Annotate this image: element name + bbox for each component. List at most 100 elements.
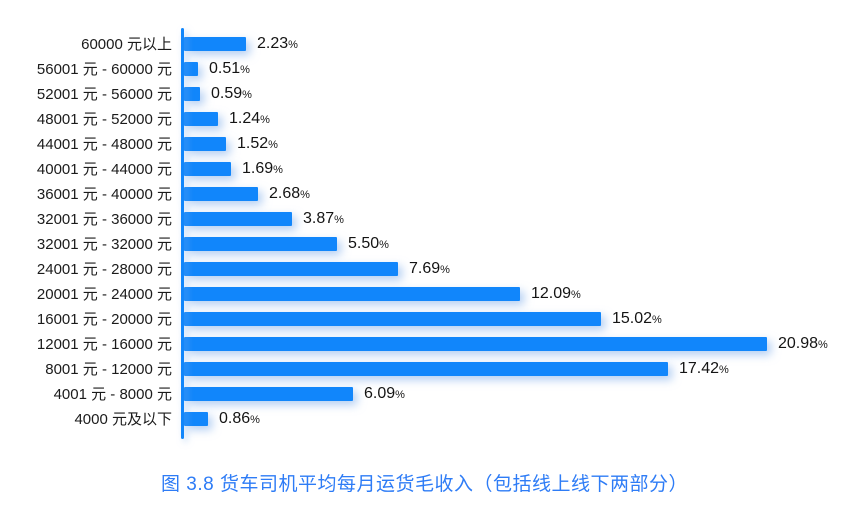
category-label: 16001 元 - 20000 元 bbox=[36, 311, 172, 328]
category-label: 4001 元 - 8000 元 bbox=[53, 386, 172, 403]
bar-row: 20001 元 - 24000 元 12.09% bbox=[0, 281, 849, 306]
value-number: 5.50 bbox=[348, 234, 380, 252]
percent-suffix: % bbox=[300, 188, 310, 201]
percent-suffix: % bbox=[240, 63, 250, 76]
bar bbox=[184, 211, 292, 226]
category-label: 12001 元 - 16000 元 bbox=[36, 336, 172, 353]
bar bbox=[184, 311, 601, 326]
bar-row: 4000 元及以下 0.86% bbox=[0, 406, 849, 431]
value-number: 6.09 bbox=[364, 384, 396, 402]
bar bbox=[184, 136, 226, 151]
bar bbox=[184, 286, 520, 301]
bar-chart: 60000 元以上 2.23% 56001 元 - 60000 元 0.51% 5200… bbox=[0, 28, 849, 439]
value-number: 2.23 bbox=[257, 34, 289, 52]
value-label: 0.51% bbox=[209, 60, 250, 78]
category-label: 48001 元 - 52000 元 bbox=[36, 111, 172, 128]
percent-suffix: % bbox=[440, 263, 450, 276]
value-number: 0.59 bbox=[211, 84, 243, 102]
bar bbox=[184, 111, 218, 126]
value-number: 15.02 bbox=[612, 309, 653, 327]
category-label: 32001 元 - 36000 元 bbox=[36, 211, 172, 228]
bar-row: 16001 元 - 20000 元 15.02% bbox=[0, 306, 849, 331]
percent-suffix: % bbox=[268, 138, 278, 151]
category-label: 24001 元 - 28000 元 bbox=[36, 261, 172, 278]
bar bbox=[184, 261, 398, 276]
bar-row: 44001 元 - 48000 元 1.52% bbox=[0, 131, 849, 156]
bar bbox=[184, 61, 198, 76]
value-number: 0.51 bbox=[209, 59, 241, 77]
percent-suffix: % bbox=[719, 363, 729, 376]
value-label: 2.68% bbox=[269, 185, 310, 203]
value-label: 15.02% bbox=[612, 310, 662, 328]
bar bbox=[184, 186, 258, 201]
bar-row: 48001 元 - 52000 元 1.24% bbox=[0, 106, 849, 131]
value-number: 1.24 bbox=[229, 109, 261, 127]
bar bbox=[184, 411, 208, 426]
value-label: 1.69% bbox=[242, 160, 283, 178]
percent-suffix: % bbox=[379, 238, 389, 251]
value-label: 1.24% bbox=[229, 110, 270, 128]
value-label: 17.42% bbox=[679, 360, 729, 378]
value-label: 0.59% bbox=[211, 85, 252, 103]
percent-suffix: % bbox=[571, 288, 581, 301]
percent-suffix: % bbox=[250, 413, 260, 426]
percent-suffix: % bbox=[334, 213, 344, 226]
value-label: 5.50% bbox=[348, 235, 389, 253]
value-number: 1.69 bbox=[242, 159, 274, 177]
bar-row: 24001 元 - 28000 元 7.69% bbox=[0, 256, 849, 281]
bar bbox=[184, 236, 337, 251]
bar-row: 36001 元 - 40000 元 2.68% bbox=[0, 181, 849, 206]
bar-row: 40001 元 - 44000 元 1.69% bbox=[0, 156, 849, 181]
value-number: 1.52 bbox=[237, 134, 269, 152]
bar-row: 32001 元 - 36000 元 3.87% bbox=[0, 206, 849, 231]
bar bbox=[184, 386, 353, 401]
value-number: 7.69 bbox=[409, 259, 441, 277]
value-label: 20.98% bbox=[778, 335, 828, 353]
bar-row: 52001 元 - 56000 元 0.59% bbox=[0, 81, 849, 106]
category-label: 36001 元 - 40000 元 bbox=[36, 186, 172, 203]
bar-row: 56001 元 - 60000 元 0.51% bbox=[0, 56, 849, 81]
category-label: 44001 元 - 48000 元 bbox=[36, 136, 172, 153]
value-label: 12.09% bbox=[531, 285, 581, 303]
value-number: 20.98 bbox=[778, 334, 819, 352]
bar bbox=[184, 86, 200, 101]
y-axis-line bbox=[181, 28, 184, 439]
value-number: 12.09 bbox=[531, 284, 572, 302]
percent-suffix: % bbox=[242, 88, 252, 101]
category-label: 40001 元 - 44000 元 bbox=[36, 161, 172, 178]
percent-suffix: % bbox=[288, 38, 298, 51]
percent-suffix: % bbox=[818, 338, 828, 351]
value-number: 2.68 bbox=[269, 184, 301, 202]
category-label: 8001 元 - 12000 元 bbox=[45, 361, 172, 378]
bar bbox=[184, 336, 767, 351]
value-label: 1.52% bbox=[237, 135, 278, 153]
value-label: 6.09% bbox=[364, 385, 405, 403]
bar-row: 32001 元 - 32000 元 5.50% bbox=[0, 231, 849, 256]
bar-row: 4001 元 - 8000 元 6.09% bbox=[0, 381, 849, 406]
value-label: 7.69% bbox=[409, 260, 450, 278]
bar-row: 12001 元 - 16000 元 20.98% bbox=[0, 331, 849, 356]
category-label: 4000 元及以下 bbox=[74, 411, 172, 428]
bar-row: 60000 元以上 2.23% bbox=[0, 31, 849, 56]
bar bbox=[184, 36, 246, 51]
percent-suffix: % bbox=[273, 163, 283, 176]
value-label: 2.23% bbox=[257, 35, 298, 53]
category-label: 52001 元 - 56000 元 bbox=[36, 86, 172, 103]
value-number: 17.42 bbox=[679, 359, 720, 377]
percent-suffix: % bbox=[395, 388, 405, 401]
percent-suffix: % bbox=[652, 313, 662, 326]
category-label: 20001 元 - 24000 元 bbox=[36, 286, 172, 303]
bar-row: 8001 元 - 12000 元 17.42% bbox=[0, 356, 849, 381]
bar bbox=[184, 361, 668, 376]
value-label: 0.86% bbox=[219, 410, 260, 428]
category-label: 56001 元 - 60000 元 bbox=[36, 61, 172, 78]
chart-title: 图 3.8 货车司机平均每月运货毛收入（包括线上线下两部分） bbox=[161, 474, 688, 495]
percent-suffix: % bbox=[260, 113, 270, 126]
value-number: 3.87 bbox=[303, 209, 335, 227]
category-label: 60000 元以上 bbox=[81, 36, 172, 53]
category-label: 32001 元 - 32000 元 bbox=[36, 236, 172, 253]
bar bbox=[184, 161, 231, 176]
value-label: 3.87% bbox=[303, 210, 344, 228]
value-number: 0.86 bbox=[219, 409, 251, 427]
